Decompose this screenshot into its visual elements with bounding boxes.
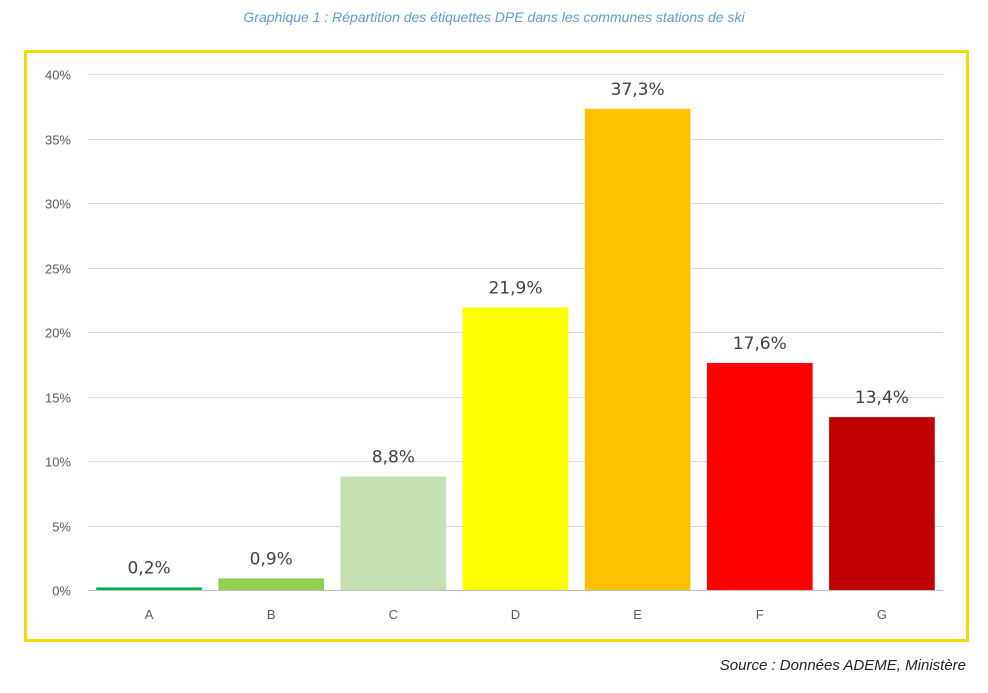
bar-f bbox=[706, 362, 813, 590]
data-label: 8,8% bbox=[372, 447, 415, 467]
bar-b bbox=[218, 578, 325, 590]
data-label: 21,9% bbox=[488, 278, 542, 298]
chart-caption: Graphique 1 : Répartition des étiquettes… bbox=[243, 9, 745, 25]
data-label: 37,3% bbox=[611, 80, 665, 100]
y-tick-label: 30% bbox=[45, 197, 71, 212]
data-label: 17,6% bbox=[733, 334, 787, 354]
bar-e bbox=[584, 108, 691, 590]
y-tick-label: 40% bbox=[45, 68, 71, 83]
y-tick-label: 10% bbox=[45, 455, 71, 470]
bar-g bbox=[829, 417, 935, 590]
axes: 0% 5% 10% 15% 20% 25% 30% 35% 40% A B C D E F G bbox=[45, 68, 943, 622]
data-label: 0,2% bbox=[127, 558, 170, 578]
source-note: Source : Données ADEME, Ministère bbox=[719, 657, 966, 674]
x-tick-label: A bbox=[145, 607, 154, 622]
bar-d bbox=[462, 307, 569, 590]
x-tick-label: B bbox=[267, 607, 276, 622]
y-tick-label: 20% bbox=[45, 326, 71, 341]
bar-a bbox=[96, 587, 202, 590]
data-label: 13,4% bbox=[855, 388, 909, 408]
x-tick-label: E bbox=[633, 607, 642, 622]
y-tick-label: 35% bbox=[45, 133, 71, 148]
y-tick-label: 5% bbox=[52, 520, 71, 535]
x-tick-label: F bbox=[756, 607, 764, 622]
x-tick-label: D bbox=[511, 607, 520, 622]
bars bbox=[96, 108, 935, 590]
data-label: 0,9% bbox=[250, 549, 293, 569]
data-labels: 0,2% 0,9% 8,8% 21,9% 37,3% 17,6% 13,4% bbox=[127, 80, 908, 579]
chart-frame bbox=[24, 50, 969, 642]
y-tick-label: 25% bbox=[45, 262, 71, 277]
x-tick-label: G bbox=[877, 607, 887, 622]
bar-c bbox=[340, 476, 447, 590]
y-tick-label: 15% bbox=[45, 391, 71, 406]
x-tick-label: C bbox=[389, 607, 398, 622]
y-tick-label: 0% bbox=[52, 584, 71, 599]
